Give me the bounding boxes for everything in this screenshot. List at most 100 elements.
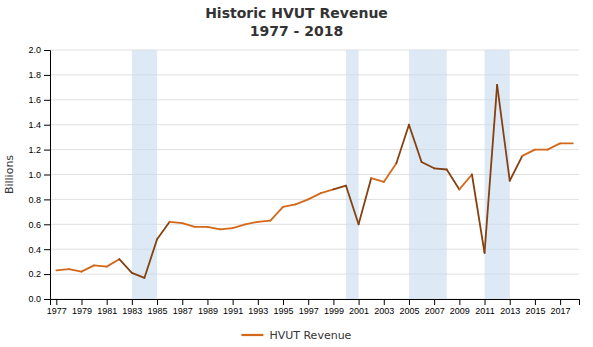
line-segment — [245, 222, 258, 224]
y-tick: 1.4 — [28, 120, 50, 130]
y-tick-mark — [44, 50, 50, 51]
x-tick: 2013 — [500, 299, 520, 316]
line-segment — [283, 204, 296, 206]
line-segment — [220, 228, 233, 229]
y-tick: 0.0 — [28, 294, 50, 304]
x-tick-label: 2003 — [374, 306, 394, 316]
legend-swatch — [241, 334, 263, 336]
y-tick-mark — [44, 75, 50, 76]
line-segment — [522, 150, 535, 156]
x-tick: 1991 — [223, 299, 243, 316]
line-segment — [258, 221, 271, 222]
plot-area: 1977197919811983198519871989199119931995… — [28, 45, 579, 316]
line-segment — [535, 149, 548, 151]
y-tick: 0.6 — [28, 220, 50, 230]
x-tick: 2001 — [349, 299, 369, 316]
y-axis-label: Billions — [3, 155, 16, 194]
y-tick: 1.0 — [28, 170, 50, 180]
line-segment — [560, 142, 573, 144]
y-tick-mark — [44, 100, 50, 101]
line-segment — [497, 85, 510, 181]
shaded-region — [132, 50, 157, 299]
y-tick-label: 1.2 — [28, 145, 41, 155]
line-segment — [270, 207, 283, 221]
x-tick-label: 1995 — [273, 306, 293, 316]
line-segment — [56, 269, 69, 270]
y-tick-mark — [44, 199, 50, 200]
line-segment — [296, 199, 309, 204]
line-segment — [359, 178, 372, 224]
x-tick-label: 1979 — [72, 306, 92, 316]
y-tick-label: 0.4 — [28, 245, 41, 255]
y-tick-label: 2.0 — [28, 45, 41, 55]
y-tick-mark — [44, 249, 50, 250]
x-tick: 2009 — [450, 299, 470, 316]
shaded-region — [485, 50, 510, 299]
x-tick: 2007 — [425, 299, 445, 316]
y-tick-mark — [44, 299, 50, 300]
grid — [50, 50, 579, 299]
x-tick-mark — [81, 299, 82, 305]
y-tick-label: 1.4 — [28, 120, 41, 130]
y-tick-label: 0.0 — [28, 294, 41, 304]
line-segment — [447, 170, 460, 190]
x-tick-label: 1981 — [97, 306, 117, 316]
x-tick-label: 2017 — [551, 306, 571, 316]
x-tick-mark — [132, 299, 133, 305]
x-axis: 1977197919811983198519871989199119931995… — [47, 299, 580, 316]
y-tick: 0.4 — [28, 245, 50, 255]
x-tick: 1999 — [324, 299, 344, 316]
x-tick: 1985 — [148, 299, 168, 316]
y-tick-mark — [44, 175, 50, 176]
x-tick-mark — [434, 299, 435, 305]
x-tick-label: 1985 — [148, 306, 168, 316]
x-tick-mark — [207, 299, 208, 305]
y-tick-mark — [44, 150, 50, 151]
x-tick-label: 1999 — [324, 306, 344, 316]
line-segment — [170, 222, 183, 223]
y-tick-label: 1.0 — [28, 170, 41, 180]
x-tick-label: 2005 — [399, 306, 419, 316]
y-tick-label: 1.8 — [28, 70, 41, 80]
line-segment — [207, 227, 220, 229]
x-tick-mark — [510, 299, 511, 305]
x-tick-mark — [409, 299, 410, 305]
x-tick: 1987 — [173, 299, 193, 316]
line-segment — [308, 193, 321, 199]
y-tick-label: 0.6 — [28, 220, 41, 230]
shaded-region — [346, 50, 359, 299]
line-segment — [81, 265, 94, 271]
x-tick-mark — [359, 299, 360, 305]
x-tick: 1979 — [72, 299, 92, 316]
x-tick: 1983 — [122, 299, 142, 316]
line-segment — [69, 269, 82, 271]
x-tick-label: 1997 — [299, 306, 319, 316]
line-segment — [371, 178, 384, 182]
x-tick-label: 1983 — [122, 306, 142, 316]
x-tick-mark — [56, 299, 57, 305]
x-tick: 1977 — [47, 299, 67, 316]
line-segment — [384, 163, 397, 182]
x-tick-mark — [560, 299, 561, 305]
x-tick-label: 2007 — [425, 306, 445, 316]
x-tick: 1993 — [248, 299, 268, 316]
x-tick-label: 1991 — [223, 306, 243, 316]
line-segment — [119, 259, 132, 273]
line-segment — [485, 85, 498, 253]
line-segment — [472, 175, 485, 253]
y-tick-label: 1.6 — [28, 95, 41, 105]
x-tick: 1995 — [273, 299, 293, 316]
line-segment — [510, 156, 523, 181]
title: Historic HVUT Revenue — [205, 5, 388, 21]
y-tick-mark — [44, 274, 50, 275]
line-segment — [321, 189, 334, 193]
x-tick-mark — [459, 299, 460, 305]
x-tick: 1997 — [299, 299, 319, 316]
x-tick-label: 2013 — [500, 306, 520, 316]
line-segment — [459, 175, 472, 190]
line-segment — [195, 226, 208, 228]
y-axis: 0.00.20.40.60.81.01.21.41.61.82.0 — [28, 45, 50, 304]
line-segment — [409, 125, 422, 162]
marks — [56, 50, 572, 299]
x-tick-label: 1993 — [248, 306, 268, 316]
